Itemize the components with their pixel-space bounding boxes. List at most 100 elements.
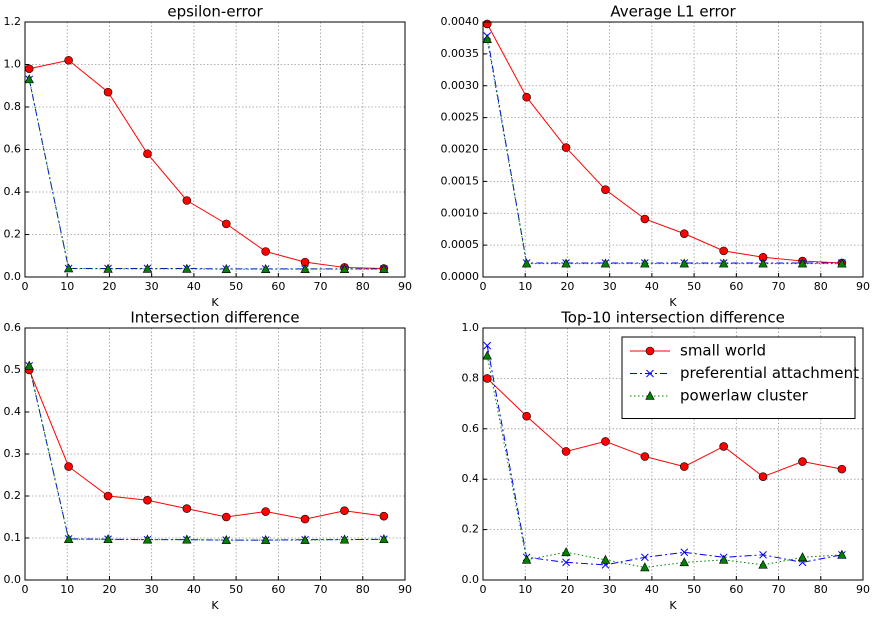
y-tick-label: 0.1 [4,531,22,544]
marker [561,547,571,557]
marker [24,74,34,84]
series-line [486,355,842,568]
y-tick-label: 0.0005 [441,238,480,251]
legend-box [621,336,856,419]
x-tick-label: 70 [772,280,786,293]
marker [300,263,310,273]
marker [300,514,310,524]
series-line [486,378,842,478]
x-axis-label: K [669,599,677,612]
marker [758,559,768,569]
marker [221,219,231,229]
x-tick-label: 60 [729,583,743,596]
series-line [28,369,384,520]
x-tick-label: 30 [603,280,617,293]
marker [103,263,113,273]
y-tick-label: 0.6 [462,422,480,435]
marker [640,562,650,572]
y-tick-label: 0.0 [4,270,22,283]
marker [679,462,689,471]
marker [483,341,492,350]
marker [379,534,389,544]
plot-frame [24,21,406,278]
y-tick-label: 0.0040 [441,15,480,28]
x-tick-label: 0 [480,583,487,596]
marker [103,534,113,544]
x-axis-label: K [211,296,219,309]
marker [522,92,531,102]
y-tick-label: 0.0015 [441,174,480,187]
y-tick-label: 0.4 [462,472,480,485]
x-tick-label: 40 [645,583,659,596]
marker [640,452,650,461]
x-tick-label: 10 [60,280,74,293]
subplot: 0.0 0.2 0.4 0.6 0.8 1.0 0 10 20 30 40 50 60 70 80 90 Top… [462,309,871,613]
marker [758,258,768,268]
marker [645,390,655,400]
subplot: 0.0 0.1 0.2 0.3 0.4 0.5 0.6 0 10 20 30 40 50 60 70 80 90… [4,309,413,613]
series-line [28,365,384,541]
marker [561,447,571,456]
marker [24,360,34,370]
x-tick-label: 0 [480,280,487,293]
marker [103,87,113,97]
marker [758,472,768,481]
marker [261,247,270,256]
y-tick-label: 0.0035 [441,47,480,60]
x-tick-label: 20 [560,280,574,293]
y-tick-label: 0.0020 [441,143,480,156]
x-tick-label: 80 [356,583,370,596]
legend: small world preferential attachment powerl… [621,336,859,419]
legend-label: small world [680,342,766,360]
x-tick-label: 60 [271,583,285,596]
x-tick-label: 60 [729,280,743,293]
marker [221,512,231,522]
marker [837,549,847,559]
marker [601,437,610,446]
marker [261,507,270,516]
marker [640,553,649,562]
y-tick-label: 0.5 [4,363,22,376]
y-tick-label: 1.2 [4,15,22,28]
marker [142,263,153,273]
legend-label: preferential attachment [680,364,859,382]
x-tick-label: 90 [856,583,870,596]
marker [482,19,492,29]
x-tick-label: 20 [102,583,116,596]
marker [718,258,729,268]
marker [482,34,492,44]
marker [64,55,73,65]
marker [562,558,570,567]
x-tick-label: 50 [229,280,243,293]
marker [482,350,492,360]
marker [837,258,847,268]
y-tick-label: 0.0 [462,573,480,586]
series-line [29,59,384,269]
y-tick-label: 0.2 [462,523,480,536]
series-line [486,345,842,566]
y-tick-label: 0.2 [4,489,22,502]
x-tick-label: 80 [814,280,828,293]
chart-title: Top-10 intersection difference [560,309,785,327]
x-axis-label: K [669,296,677,309]
subplot: 0.0 0.2 0.4 0.6 0.8 1.0 1.2 0 10 20 30 40 50 60 70 80 90… [4,3,413,310]
marker [680,548,689,557]
marker [521,258,532,268]
marker [645,346,655,356]
x-tick-label: 50 [687,583,701,596]
x-tick-label: 70 [772,583,786,596]
y-tick-label: 0.8 [4,100,22,113]
marker [63,534,74,544]
marker [561,258,571,268]
y-tick-label: 0.0000 [441,270,480,283]
marker [718,554,729,564]
y-tick-label: 0.0025 [441,111,480,124]
x-tick-label: 10 [518,280,532,293]
y-tick-label: 1.0 [4,58,22,71]
marker [221,534,231,544]
x-tick-label: 30 [145,583,159,596]
marker [522,411,531,421]
x-tick-label: 20 [560,583,574,596]
y-tick-label: 0.8 [462,371,480,384]
marker [797,258,808,268]
